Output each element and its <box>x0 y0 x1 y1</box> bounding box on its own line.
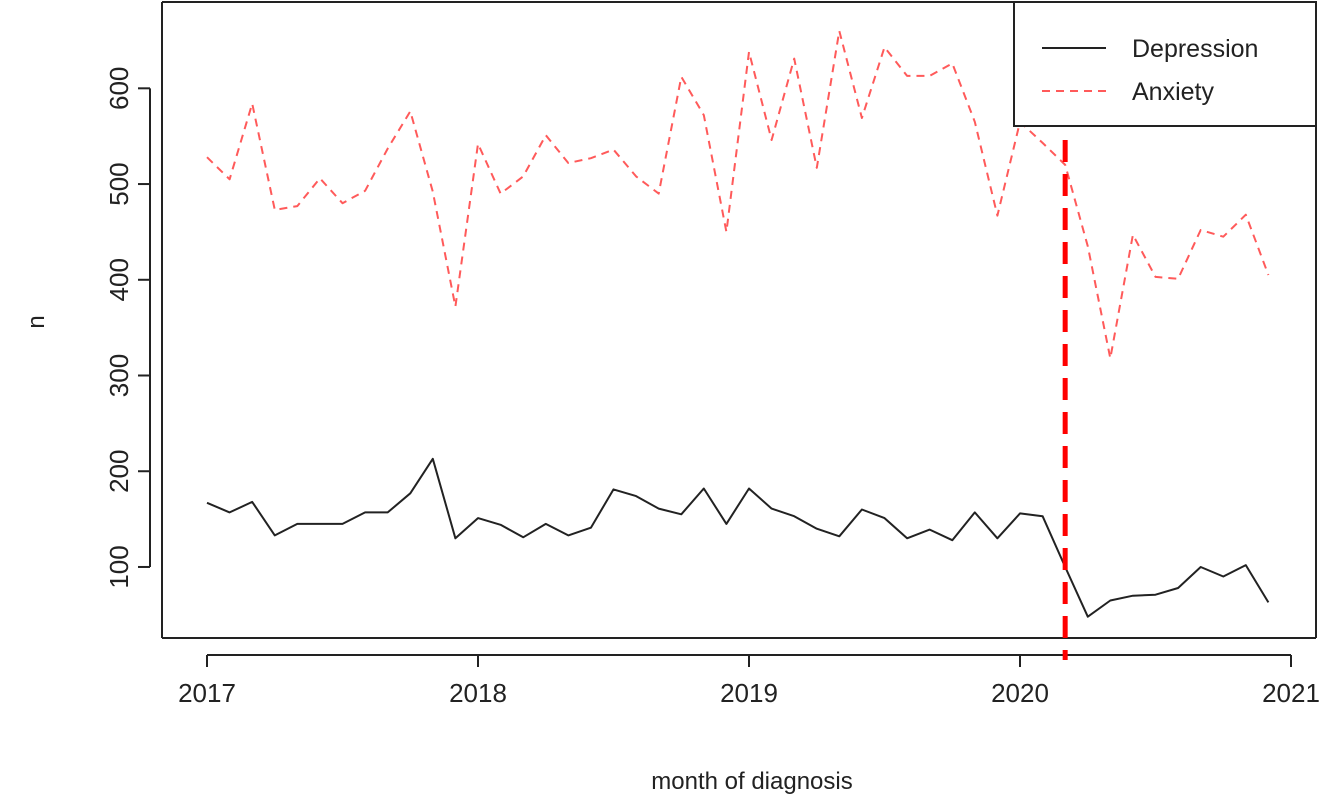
series-line-anxiety <box>206 29 1270 360</box>
series-line-depression <box>206 457 1270 618</box>
legend-box <box>1013 1 1317 127</box>
x-axis-title: month of diagnosis <box>651 768 852 795</box>
legend: Depression Anxiety <box>1013 1 1317 127</box>
y-tick-label: 400 <box>104 258 134 301</box>
x-tick-label: 2020 <box>991 678 1049 708</box>
y-tick-label: 100 <box>104 545 134 588</box>
x-tick-label: 2017 <box>178 678 236 708</box>
y-tick-label: 600 <box>104 67 134 110</box>
legend-label-anxiety: Anxiety <box>1132 78 1214 106</box>
y-axis-title: n <box>23 315 50 328</box>
y-tick-label: 200 <box>104 450 134 493</box>
legend-label-depression: Depression <box>1132 35 1258 63</box>
y-tick-label: 300 <box>104 354 134 397</box>
y-axis: 100 200 300 400 500 600 <box>104 67 151 589</box>
x-tick-label: 2021 <box>1262 678 1320 708</box>
y-tick-label: 500 <box>104 162 134 205</box>
series-layer <box>206 29 1270 618</box>
x-axis: 2017 2018 2019 2020 2021 <box>178 654 1320 708</box>
x-tick-label: 2019 <box>720 678 778 708</box>
x-tick-label: 2018 <box>449 678 507 708</box>
